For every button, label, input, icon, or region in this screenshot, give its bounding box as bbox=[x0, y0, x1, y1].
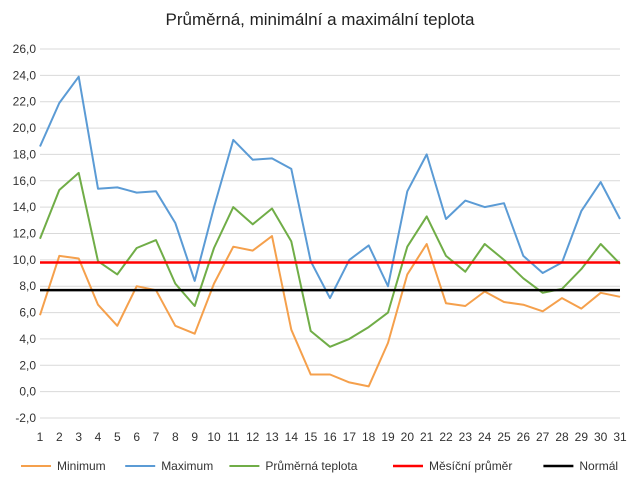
x-tick-label: 27 bbox=[536, 430, 550, 444]
chart-title: Průměrná, minimální a maximální teplota bbox=[166, 10, 476, 29]
legend-label: Normál bbox=[579, 459, 618, 473]
legend-item: Maximum bbox=[125, 459, 213, 473]
y-tick-label: 2,0 bbox=[19, 358, 36, 372]
legend-label: Měsíční průměr bbox=[429, 459, 512, 473]
x-tick-label: 9 bbox=[191, 430, 198, 444]
series-line-minimum bbox=[39, 235, 621, 388]
y-axis-ticks: -2,0 0,0 2,0 4,0 6,0 8,0 10,0 12,0 14,0 16,0 18,0 2… bbox=[13, 42, 37, 425]
legend-item: Minimum bbox=[21, 459, 106, 473]
x-tick-label: 3 bbox=[75, 430, 82, 444]
x-tick-label: 17 bbox=[343, 430, 357, 444]
x-tick-label: 31 bbox=[613, 430, 627, 444]
x-tick-label: 20 bbox=[401, 430, 415, 444]
x-tick-label: 1 bbox=[37, 430, 44, 444]
x-tick-label: 6 bbox=[133, 430, 140, 444]
x-tick-label: 24 bbox=[478, 430, 492, 444]
y-tick-label: 4,0 bbox=[19, 332, 36, 346]
x-tick-label: 19 bbox=[381, 430, 395, 444]
series-line-maximum bbox=[39, 75, 621, 300]
x-tick-label: 11 bbox=[227, 430, 240, 444]
y-tick-label: 26,0 bbox=[13, 42, 37, 56]
x-tick-label: 10 bbox=[207, 430, 221, 444]
x-tick-label: 14 bbox=[285, 430, 299, 444]
y-tick-label: 10,0 bbox=[13, 253, 37, 267]
y-tick-label: 24,0 bbox=[13, 68, 37, 82]
x-tick-label: 4 bbox=[95, 430, 102, 444]
legend-label: Minimum bbox=[57, 459, 106, 473]
x-tick-label: 5 bbox=[114, 430, 121, 444]
y-tick-label: 8,0 bbox=[19, 279, 36, 293]
x-tick-label: 25 bbox=[497, 430, 511, 444]
x-tick-label: 29 bbox=[575, 430, 589, 444]
x-tick-label: 7 bbox=[153, 430, 160, 444]
legend-label: Průměrná teplota bbox=[265, 459, 357, 473]
series-layer bbox=[39, 75, 621, 388]
x-tick-label: 13 bbox=[265, 430, 279, 444]
series-line-prumerna-teplota bbox=[39, 171, 621, 348]
x-tick-label: 28 bbox=[555, 430, 569, 444]
y-tick-label: 6,0 bbox=[19, 306, 36, 320]
y-tick-label: 22,0 bbox=[13, 95, 37, 109]
y-tick-label: 0,0 bbox=[19, 385, 36, 399]
y-tick-label: 12,0 bbox=[13, 227, 37, 241]
y-tick-label: 16,0 bbox=[13, 174, 37, 188]
y-tick-label: 18,0 bbox=[13, 147, 37, 161]
x-tick-label: 30 bbox=[594, 430, 608, 444]
x-tick-label: 8 bbox=[172, 430, 179, 444]
legend: Minimum Maximum Průměrná teplota Měsíční pr… bbox=[21, 459, 618, 473]
y-tick-label: -2,0 bbox=[15, 411, 36, 425]
y-tick-label: 20,0 bbox=[13, 121, 37, 135]
legend-item: Měsíční průměr bbox=[393, 459, 512, 473]
legend-label: Maximum bbox=[161, 459, 213, 473]
x-tick-label: 16 bbox=[323, 430, 337, 444]
legend-item: Normál bbox=[543, 459, 618, 473]
x-tick-label: 21 bbox=[420, 430, 434, 444]
x-tick-label: 12 bbox=[246, 430, 260, 444]
x-tick-label: 18 bbox=[362, 430, 376, 444]
x-tick-label: 15 bbox=[304, 430, 318, 444]
x-tick-label: 26 bbox=[517, 430, 531, 444]
legend-item: Průměrná teplota bbox=[229, 459, 358, 473]
x-axis-ticks: 1 2 3 4 5 6 7 8 9 10 11 12 13 14 15 16 17 18 19 20 21 22 23 24 2… bbox=[37, 430, 627, 444]
x-tick-label: 22 bbox=[439, 430, 453, 444]
x-tick-label: 23 bbox=[459, 430, 473, 444]
x-tick-label: 2 bbox=[56, 430, 63, 444]
y-tick-label: 14,0 bbox=[13, 200, 37, 214]
